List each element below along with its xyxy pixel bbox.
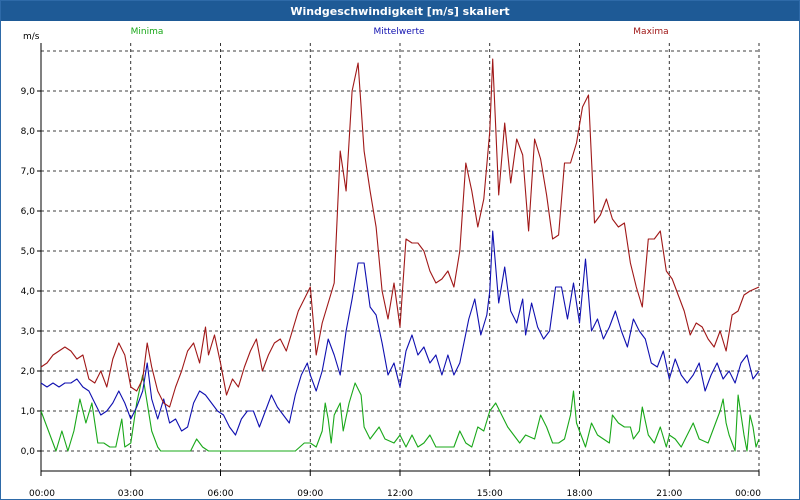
x-tick-time-label: 00:00 <box>735 489 761 499</box>
series-line-minima <box>40 374 760 452</box>
x-tick-time-label: 09:00 <box>297 489 323 499</box>
series-line-mittelwerte <box>40 230 760 436</box>
x-tick-time-label: 12:00 <box>387 489 413 499</box>
y-tick-label: 8,0 <box>21 127 36 137</box>
y-tick-label: 0,0 <box>21 447 36 457</box>
x-tick-time-label: 06:00 <box>208 489 234 499</box>
y-tick-label: 1,0 <box>21 407 36 417</box>
y-tick-label: 7,0 <box>21 167 36 177</box>
y-tick-label: 2,0 <box>21 367 36 377</box>
y-axis-unit-label: m/s <box>23 32 40 42</box>
legend-mittelwerte: Mittelwerte <box>373 27 424 37</box>
legend-minima: Minima <box>131 27 164 37</box>
y-tick-label: 5,0 <box>21 247 36 257</box>
x-tick-time-label: 15:00 <box>477 489 503 499</box>
x-tick-time-label: 21:00 <box>656 489 682 499</box>
chart-title: Windgeschwindigkeit [m/s] skaliert <box>290 4 510 18</box>
legend-maxima: Maxima <box>633 27 668 37</box>
y-tick-label: 9,0 <box>21 87 36 97</box>
wind-speed-chart: m/s 0,0 1,0 2,0 3,0 4,0 5,0 6,0 7,0 8,0 9,0 00:00 12… <box>21 27 762 499</box>
y-tick-label: 6,0 <box>21 207 36 217</box>
x-tick-time-label: 18:00 <box>567 489 593 499</box>
y-tick-label: 4,0 <box>21 287 36 297</box>
series-line-maxima <box>40 58 760 408</box>
y-tick-label: 3,0 <box>21 327 36 337</box>
chart-title-bar: Windgeschwindigkeit [m/s] skaliert <box>1 1 799 21</box>
x-tick-time-label: 03:00 <box>118 489 144 499</box>
x-tick-time-label: 00:00 <box>29 489 55 499</box>
